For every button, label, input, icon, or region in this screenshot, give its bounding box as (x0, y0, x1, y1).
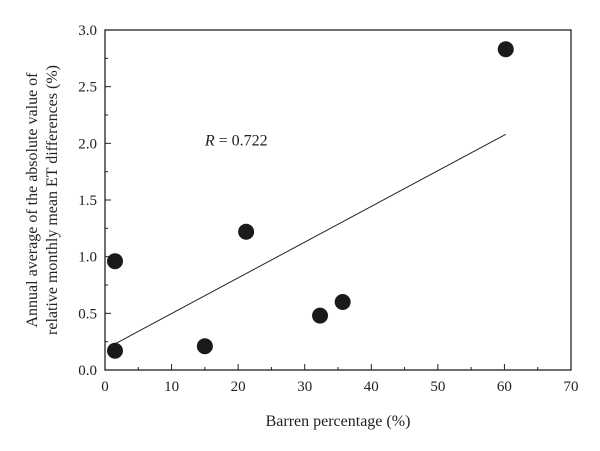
x-tick-label: 70 (564, 379, 579, 395)
x-axis-label: Barren percentage (%) (266, 413, 411, 430)
r-symbol: R (204, 133, 215, 150)
data-points (106, 41, 514, 359)
x-tick-label: 60 (497, 379, 512, 395)
y-tick-label: 1.0 (78, 250, 97, 266)
data-point (106, 342, 123, 359)
plot-frame (104, 29, 572, 371)
x-tick-label: 10 (164, 379, 179, 395)
y-axis-label-line-1: Annual average of the absolute value of (24, 72, 41, 328)
y-tick-label: 3.0 (78, 23, 97, 39)
y-axis-label-line-2: relative monthly mean ET differences (%) (44, 65, 61, 335)
data-point (238, 223, 255, 240)
data-point (196, 338, 213, 355)
y-tick-label: 2.5 (78, 80, 97, 96)
data-point (106, 253, 123, 270)
y-tick-label: 0.0 (78, 363, 97, 379)
y-tick-label: 0.5 (78, 306, 97, 322)
regression-line (114, 133, 506, 345)
y-tick-label: 2.0 (78, 136, 97, 152)
data-point (334, 294, 351, 310)
x-tick-label: 20 (231, 379, 246, 395)
y-axis-ticks: 0.0 0.5 1.0 1.5 2.0 2.5 3.0 (78, 23, 111, 379)
x-axis-ticks: 0 10 20 30 40 50 60 70 (101, 364, 579, 395)
x-tick-label: 30 (297, 379, 312, 395)
r-annotation: R = 0.722 (204, 133, 268, 150)
x-tick-label: 0 (101, 379, 109, 395)
y-tick-label: 1.5 (78, 193, 97, 209)
r-value: = 0.722 (215, 133, 268, 150)
x-tick-label: 40 (364, 379, 379, 395)
x-tick-label: 50 (430, 379, 445, 395)
data-point (312, 307, 329, 324)
data-point (497, 41, 514, 58)
